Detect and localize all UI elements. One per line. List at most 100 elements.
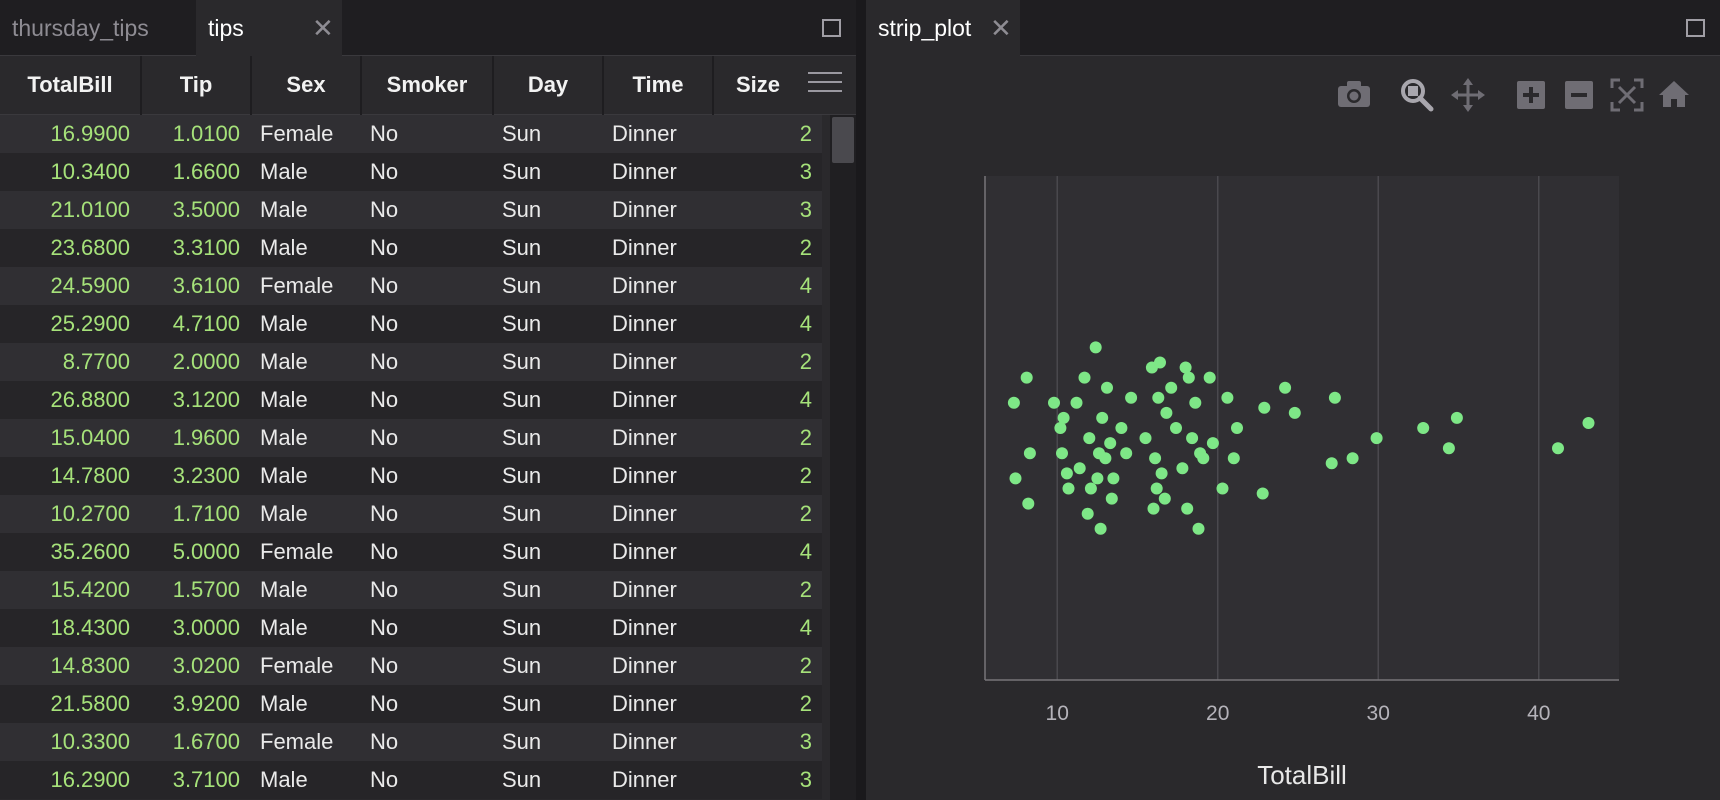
data-point[interactable]	[1020, 371, 1033, 384]
cell-smoker[interactable]: No	[370, 501, 399, 526]
cell-totalbill[interactable]: 16.9900	[50, 121, 130, 146]
data-point[interactable]	[1256, 487, 1269, 500]
cell-tip[interactable]: 1.0100	[172, 121, 240, 146]
data-point[interactable]	[1091, 472, 1104, 485]
cell-smoker[interactable]: No	[370, 121, 399, 146]
cell-day[interactable]: Sun	[502, 577, 542, 602]
data-point[interactable]	[1081, 507, 1094, 520]
autoscale-icon[interactable]	[1610, 78, 1644, 112]
cell-tip[interactable]: 5.0000	[172, 539, 240, 564]
cell-tip[interactable]: 3.3100	[172, 235, 240, 260]
cell-sex[interactable]: Male	[260, 197, 308, 222]
strip-plot-chart[interactable]: 10 20 30 40 TotalBill	[866, 0, 1720, 800]
cell-totalbill[interactable]: 10.3400	[50, 159, 130, 184]
cell-sex[interactable]: Male	[260, 349, 308, 374]
data-point[interactable]	[1158, 492, 1171, 505]
cell-day[interactable]: Sun	[502, 691, 542, 716]
pane-divider[interactable]	[856, 0, 866, 800]
data-point[interactable]	[1346, 452, 1359, 465]
data-point[interactable]	[1288, 406, 1301, 419]
cell-time[interactable]: Dinner	[612, 691, 677, 716]
cell-day[interactable]: Sun	[502, 729, 542, 754]
data-point[interactable]	[1125, 391, 1138, 404]
cell-smoker[interactable]: No	[370, 387, 399, 412]
data-point[interactable]	[1150, 482, 1163, 495]
cell-smoker[interactable]: No	[370, 159, 399, 184]
cell-tip[interactable]: 1.6700	[172, 729, 240, 754]
cell-size[interactable]: 2	[799, 691, 812, 716]
cell-size[interactable]: 3	[799, 159, 812, 184]
cell-tip[interactable]: 3.6100	[172, 273, 240, 298]
table-row[interactable]: 23.6800 3.3100 Male No Sun Dinner 2	[0, 229, 822, 267]
table-row[interactable]: 16.2900 3.7100 Male No Sun Dinner 3	[0, 761, 822, 799]
data-point[interactable]	[1115, 422, 1128, 434]
data-point[interactable]	[1009, 472, 1022, 485]
data-point[interactable]	[1417, 422, 1430, 434]
cell-day[interactable]: Sun	[502, 197, 542, 222]
column-header-totalbill[interactable]: TotalBill	[0, 56, 142, 115]
cell-size[interactable]: 2	[799, 653, 812, 678]
cell-time[interactable]: Dinner	[612, 463, 677, 488]
cell-sex[interactable]: Male	[260, 159, 308, 184]
cell-day[interactable]: Sun	[502, 235, 542, 260]
data-point[interactable]	[1120, 447, 1133, 460]
data-point[interactable]	[1152, 391, 1165, 404]
data-point[interactable]	[1227, 452, 1240, 465]
tab-thursday-tips[interactable]: thursday_tips	[0, 0, 196, 56]
cell-smoker[interactable]: No	[370, 615, 399, 640]
cell-sex[interactable]: Female	[260, 653, 334, 678]
cell-totalbill[interactable]: 15.0400	[50, 425, 130, 450]
cell-totalbill[interactable]: 16.2900	[50, 767, 130, 792]
cell-totalbill[interactable]: 25.2900	[50, 311, 130, 336]
cell-totalbill[interactable]: 14.7800	[50, 463, 130, 488]
data-point[interactable]	[1023, 447, 1036, 460]
data-point[interactable]	[1206, 437, 1219, 450]
data-point[interactable]	[1582, 417, 1595, 429]
menu-icon[interactable]	[808, 72, 842, 94]
data-point[interactable]	[1073, 462, 1086, 475]
data-point[interactable]	[1083, 432, 1096, 445]
cell-day[interactable]: Sun	[502, 501, 542, 526]
data-point[interactable]	[1099, 452, 1112, 465]
cell-smoker[interactable]: No	[370, 653, 399, 678]
data-point[interactable]	[1179, 361, 1192, 374]
data-point[interactable]	[1221, 391, 1234, 404]
cell-totalbill[interactable]: 21.5800	[50, 691, 130, 716]
cell-totalbill[interactable]: 14.8300	[50, 653, 130, 678]
table-row[interactable]: 10.2700 1.7100 Male No Sun Dinner 2	[0, 495, 822, 533]
zoom-icon[interactable]	[1400, 78, 1434, 112]
table-row[interactable]: 25.2900 4.7100 Male No Sun Dinner 4	[0, 305, 822, 343]
cell-totalbill[interactable]: 35.2600	[50, 539, 130, 564]
cell-day[interactable]: Sun	[502, 311, 542, 336]
column-header-smoker[interactable]: Smoker	[362, 56, 494, 115]
zoom-out-icon[interactable]	[1564, 80, 1594, 110]
cell-day[interactable]: Sun	[502, 767, 542, 792]
cell-sex[interactable]: Male	[260, 425, 308, 450]
cell-day[interactable]: Sun	[502, 615, 542, 640]
data-point[interactable]	[1057, 411, 1070, 424]
data-point[interactable]	[1107, 472, 1120, 485]
data-point[interactable]	[1203, 371, 1216, 384]
table-row[interactable]: 10.3300 1.6700 Female No Sun Dinner 3	[0, 723, 822, 761]
cell-size[interactable]: 4	[799, 615, 812, 640]
zoom-in-icon[interactable]	[1516, 80, 1546, 110]
data-point[interactable]	[1325, 457, 1338, 470]
cell-size[interactable]: 2	[799, 121, 812, 146]
cell-time[interactable]: Dinner	[612, 501, 677, 526]
cell-totalbill[interactable]: 10.2700	[50, 501, 130, 526]
cell-sex[interactable]: Male	[260, 691, 308, 716]
data-point[interactable]	[1096, 411, 1109, 424]
cell-smoker[interactable]: No	[370, 539, 399, 564]
data-point[interactable]	[1231, 422, 1243, 434]
data-point[interactable]	[1442, 442, 1455, 455]
cell-sex[interactable]: Male	[260, 387, 308, 412]
maximize-icon[interactable]	[822, 19, 841, 37]
data-point[interactable]	[1007, 396, 1020, 409]
cell-tip[interactable]: 3.5000	[172, 197, 240, 222]
data-point[interactable]	[1084, 482, 1097, 495]
cell-time[interactable]: Dinner	[612, 387, 677, 412]
data-point[interactable]	[1160, 406, 1173, 419]
cell-size[interactable]: 4	[799, 387, 812, 412]
cell-sex[interactable]: Male	[260, 615, 308, 640]
cell-tip[interactable]: 1.5700	[172, 577, 240, 602]
